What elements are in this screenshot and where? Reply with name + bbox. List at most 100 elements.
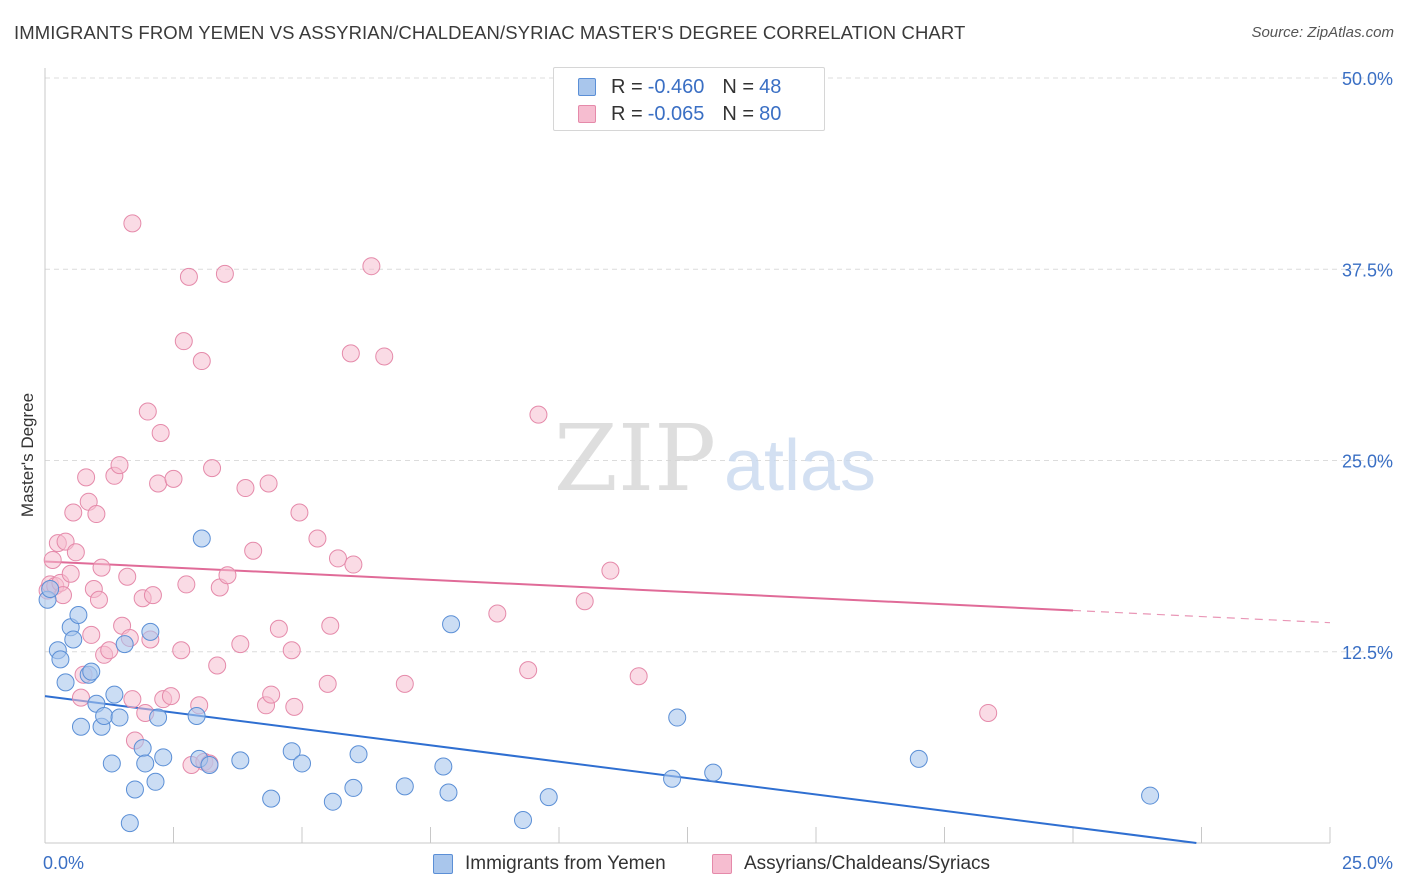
point-assyrians-27 <box>123 214 142 233</box>
bottom-legend-swatch-blue <box>433 854 453 874</box>
point-assyrians-63 <box>290 503 309 522</box>
point-yemen-15 <box>105 685 124 704</box>
legend-n-value: 80 <box>759 102 782 125</box>
point-yemen-18 <box>120 814 139 833</box>
point-assyrians-35 <box>149 474 168 493</box>
y-tick-label-3: 50.0% <box>1342 69 1393 89</box>
point-yemen-16 <box>110 708 129 727</box>
point-yemen-28 <box>192 529 211 548</box>
point-yemen-42 <box>539 788 558 807</box>
point-yemen-34 <box>323 792 342 811</box>
point-assyrians-36 <box>151 423 170 442</box>
grid-lines <box>45 77 1395 653</box>
legend-swatch-blue <box>578 78 596 96</box>
point-assyrians-10 <box>66 543 85 562</box>
point-assyrians-53 <box>218 566 237 585</box>
point-assyrians-62 <box>282 641 301 660</box>
point-yemen-3 <box>51 650 70 669</box>
point-assyrians-32 <box>138 402 157 421</box>
watermark-atlas: atlas <box>724 426 876 506</box>
bottom-legend-label-assyrians: Assyrians/Chaldeans/Syriacs <box>744 853 991 874</box>
point-assyrians-40 <box>172 641 191 660</box>
point-assyrians-41 <box>174 332 193 351</box>
point-yemen-24 <box>149 708 168 727</box>
point-assyrians-34 <box>143 586 162 605</box>
source-label: Source: ZipAtlas.com <box>1251 24 1394 41</box>
point-assyrians-50 <box>208 656 227 675</box>
point-assyrians-19 <box>92 558 111 577</box>
point-yemen-26 <box>187 707 206 726</box>
point-assyrians-64 <box>308 529 327 548</box>
tick-labels: 12.5% 25.0% 37.5% 50.0% 0.0% 25.0% <box>43 69 1393 873</box>
point-assyrians-67 <box>328 549 347 568</box>
point-assyrians-58 <box>259 474 278 493</box>
point-yemen-31 <box>262 789 281 808</box>
point-yemen-7 <box>69 606 88 625</box>
point-yemen-13 <box>95 707 114 726</box>
point-yemen-44 <box>668 708 687 727</box>
point-assyrians-54 <box>231 635 250 654</box>
trend-lines <box>44 560 1331 844</box>
legend-r-label: R = <box>611 75 643 98</box>
point-assyrians-11 <box>71 688 90 707</box>
point-assyrians-69 <box>344 555 363 574</box>
point-assyrians-77 <box>601 561 620 580</box>
y-tick-label-2: 37.5% <box>1342 260 1393 280</box>
legend-r-value: -0.065 <box>647 102 705 125</box>
point-assyrians-55 <box>236 479 255 498</box>
point-yemen-29 <box>200 755 219 774</box>
point-yemen-17 <box>115 635 134 654</box>
point-assyrians-13 <box>77 468 96 487</box>
point-assyrians-71 <box>375 347 394 366</box>
point-assyrians-17 <box>87 505 106 524</box>
legend-r-label: R = <box>611 102 643 125</box>
point-yemen-21 <box>136 754 155 773</box>
point-assyrians-8 <box>61 564 80 583</box>
point-assyrians-23 <box>110 456 129 475</box>
point-yemen-43 <box>663 769 682 788</box>
point-yemen-10 <box>82 662 101 681</box>
point-assyrians-68 <box>341 344 360 363</box>
point-assyrians-73 <box>488 604 507 623</box>
legend-swatch-pink <box>578 105 596 123</box>
point-assyrians-65 <box>318 674 337 693</box>
chart-title: IMMIGRANTS FROM YEMEN VS ASSYRIAN/CHALDE… <box>14 22 966 43</box>
legend-row-yemen: R = -0.460 N = 48 <box>578 75 781 99</box>
watermark-zip: ZIP <box>554 405 716 512</box>
point-assyrians-59 <box>262 685 281 704</box>
point-assyrians-21 <box>100 641 119 660</box>
point-yemen-32 <box>282 742 301 761</box>
point-yemen-20 <box>133 739 152 758</box>
point-assyrians-56 <box>244 541 263 560</box>
series-yemen-points <box>38 529 1160 833</box>
trendline-assyrians-extension <box>1072 609 1331 624</box>
point-yemen-37 <box>395 777 414 796</box>
y-tick-label-0: 12.5% <box>1342 643 1393 663</box>
bottom-legend-swatch-pink <box>712 854 732 874</box>
point-yemen-38 <box>434 757 453 776</box>
legend-n-label: N = <box>722 102 755 125</box>
point-assyrians-25 <box>118 567 137 586</box>
point-yemen-19 <box>125 780 144 799</box>
trendline-assyrians <box>44 560 1074 612</box>
point-assyrians-76 <box>575 592 594 611</box>
point-assyrians-52 <box>215 264 234 283</box>
point-yemen-4 <box>56 673 75 692</box>
point-assyrians-9 <box>64 503 83 522</box>
point-yemen-23 <box>146 772 165 791</box>
point-yemen-35 <box>344 778 363 797</box>
point-assyrians-74 <box>519 661 538 680</box>
point-assyrians-2 <box>43 550 62 569</box>
point-assyrians-60 <box>269 619 288 638</box>
point-yemen-33 <box>293 754 311 773</box>
point-yemen-45 <box>704 763 723 782</box>
point-yemen-46 <box>909 749 928 768</box>
point-assyrians-70 <box>362 257 381 276</box>
trendline-yemen <box>44 695 1197 844</box>
legend-row-assyrians: R = -0.065 N = 80 <box>578 102 781 126</box>
point-yemen-39 <box>439 783 458 802</box>
point-yemen-22 <box>141 622 160 641</box>
x-tick-label-1: 25.0% <box>1342 853 1393 873</box>
point-assyrians-78 <box>629 667 648 686</box>
